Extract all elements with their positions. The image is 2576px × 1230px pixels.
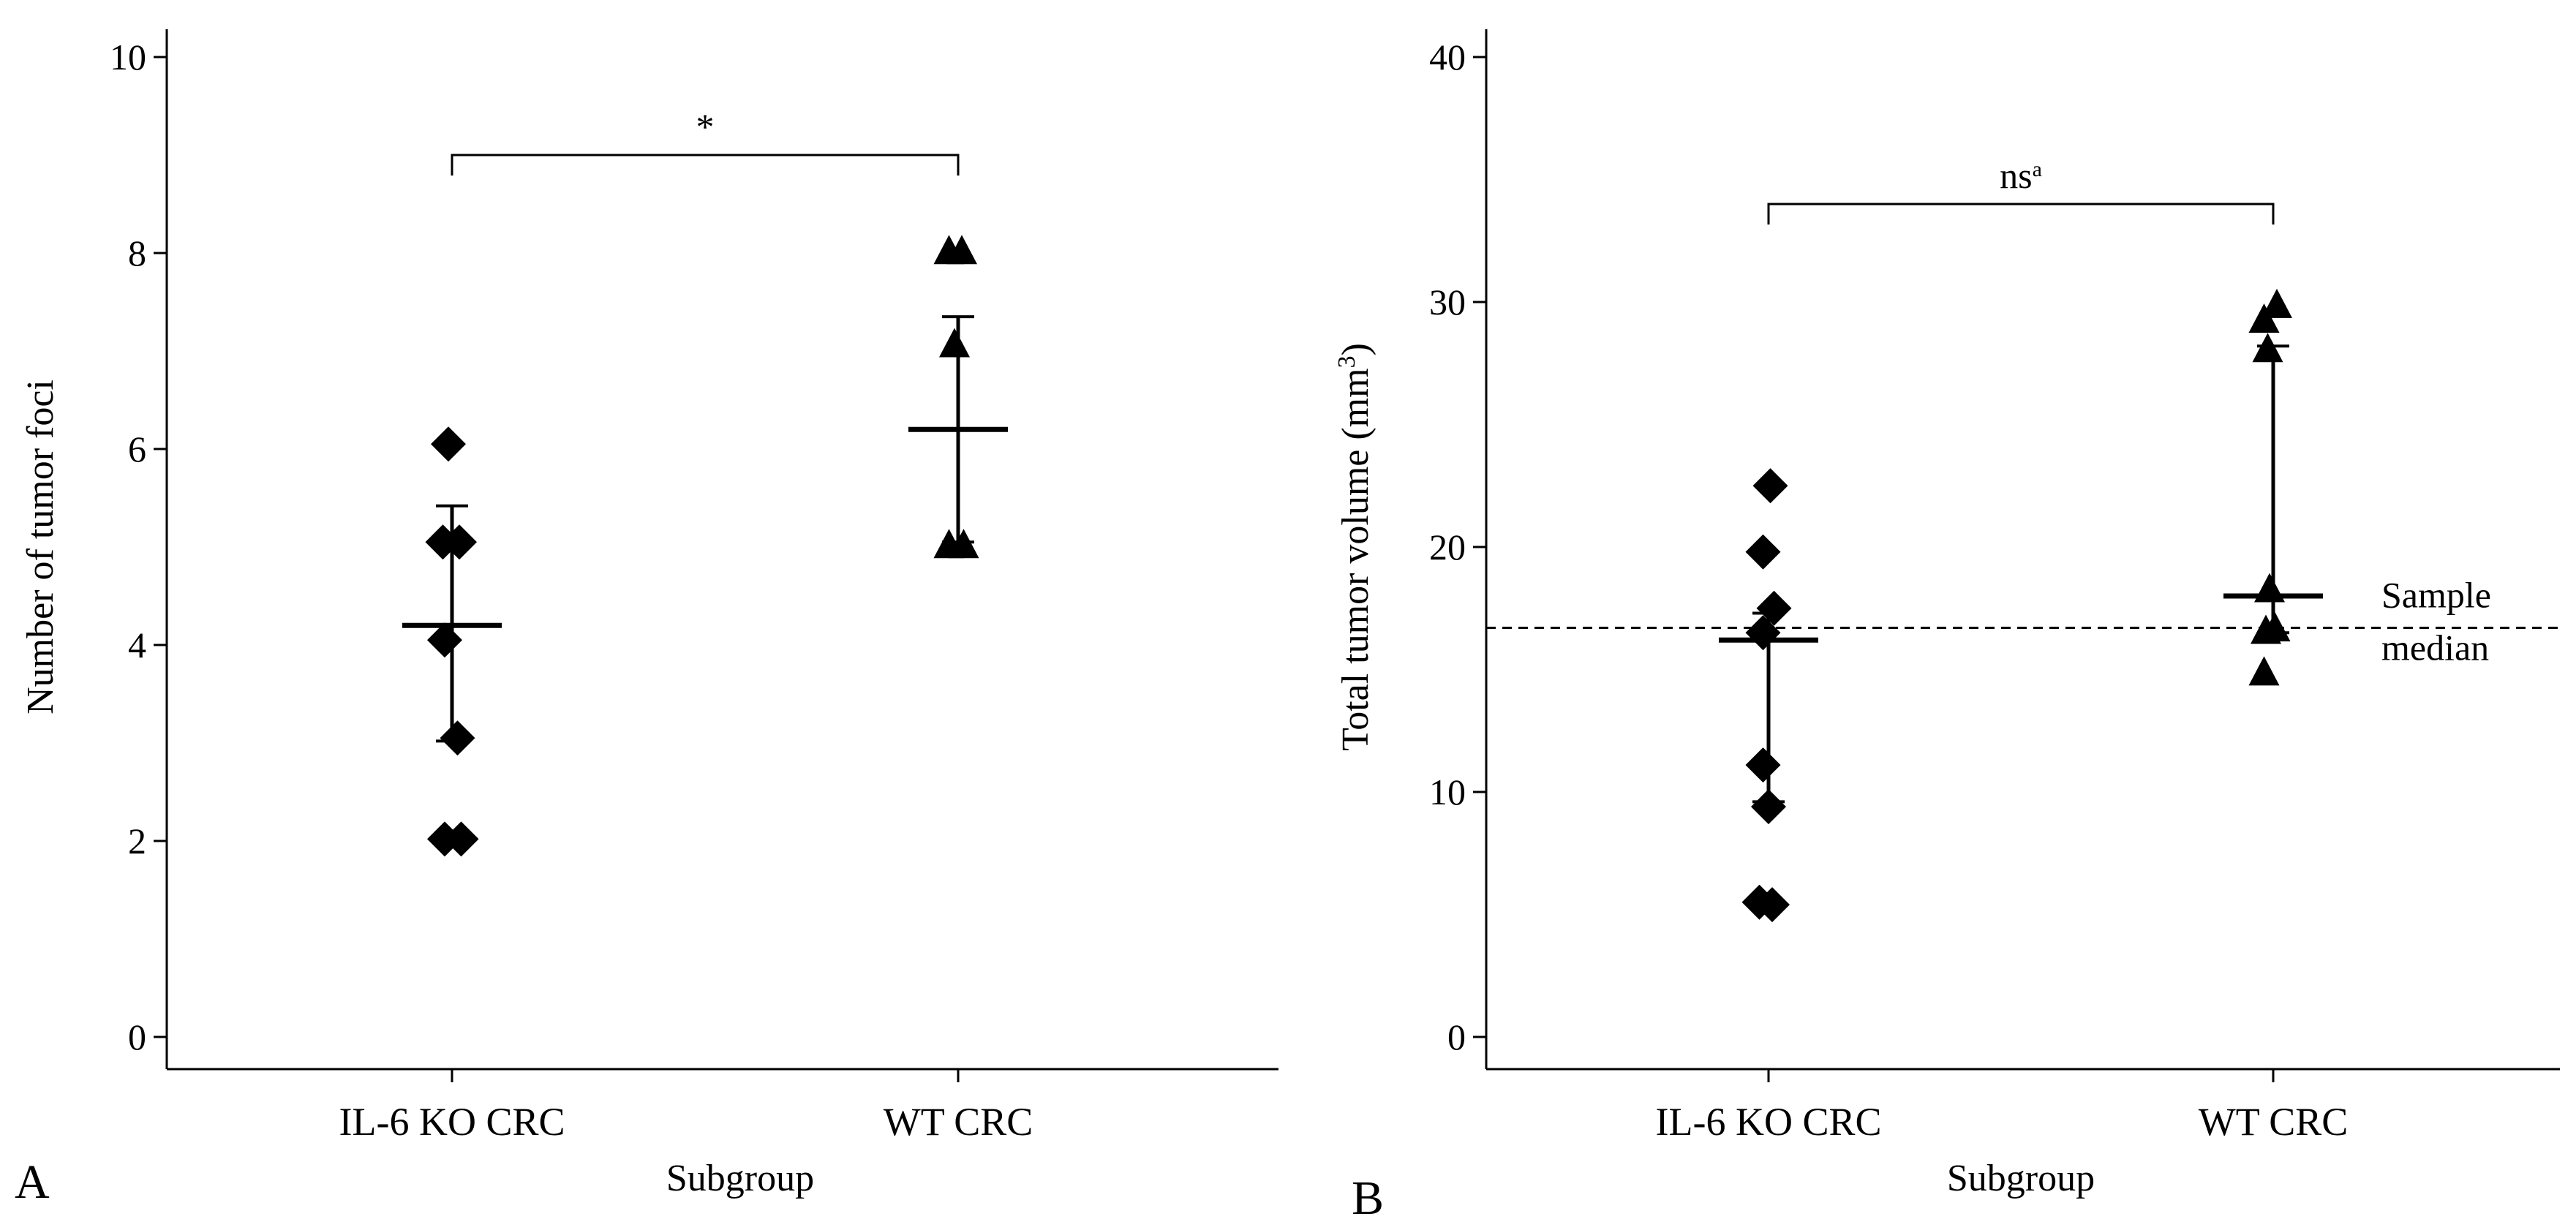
significance-bracket <box>1767 203 2275 225</box>
data-point-triangle <box>946 235 977 265</box>
y-tick-label: 0 <box>1447 1016 1466 1057</box>
y-axis-title-superscript: 3 <box>1333 355 1360 368</box>
data-point-diamond <box>440 720 475 756</box>
y-tick-label: 4 <box>128 625 146 665</box>
y-tick-label: 20 <box>1429 527 1466 567</box>
significance-superscript: a <box>2033 157 2042 181</box>
x-axis-title: Subgroup <box>1947 1158 2095 1199</box>
significance-text: ns <box>2000 155 2032 196</box>
data-point-diamond <box>442 524 477 560</box>
x-tick-label: IL-6 KO CRC <box>1656 1100 1882 1144</box>
significance-text: * <box>696 106 715 147</box>
data-point-triangle <box>2248 656 2280 686</box>
panel-a: 0 2 4 6 8 10 IL-6 KO CRC WT CRC Subgroup A Number … <box>15 29 1278 1209</box>
data-point-diamond <box>1745 747 1781 783</box>
x-tick-label: IL-6 KO CRC <box>339 1100 565 1144</box>
y-tick-label: 6 <box>128 429 146 469</box>
data-point-triangle <box>2261 288 2292 318</box>
data-point-diamond <box>1752 468 1788 504</box>
data-point-triangle <box>2248 303 2280 333</box>
y-tick-label: 40 <box>1429 37 1466 78</box>
panel-label: B <box>1352 1171 1384 1225</box>
significance-label: * <box>696 106 715 147</box>
data-point-diamond <box>427 622 462 658</box>
data-point-diamond <box>1745 534 1781 570</box>
significance-bracket <box>451 154 960 176</box>
data-point-diamond <box>1751 789 1786 825</box>
x-axis-title: Subgroup <box>666 1158 814 1199</box>
y-tick-label: 0 <box>128 1016 146 1057</box>
panel-label: A <box>15 1155 50 1209</box>
data-point-triangle <box>939 328 970 358</box>
data-point-triangle <box>2259 612 2291 642</box>
data-point-diamond <box>1756 590 1792 626</box>
y-axis-title: Number of tumor foci <box>20 380 61 714</box>
y-axis-title-main: Total tumor volume (mm <box>1335 368 1376 751</box>
panel-b: 0 10 20 30 40 IL-6 KO CRC WT CRC Subgroup B Total… <box>1333 29 2560 1225</box>
data-point-diamond <box>431 426 466 462</box>
y-axis-title-end: ) <box>1335 343 1376 355</box>
x-tick-label: WT CRC <box>884 1100 1033 1144</box>
x-tick-label: WT CRC <box>2199 1100 2349 1144</box>
y-tick-label: 8 <box>128 233 146 273</box>
y-axis-title: Total tumor volume (mm3) <box>1333 343 1377 751</box>
data-point-diamond <box>1745 615 1781 651</box>
y-tick-label: 10 <box>1429 771 1466 812</box>
data-point-triangle <box>2254 573 2285 603</box>
data-point-diamond <box>1755 887 1790 923</box>
data-point-diamond <box>443 821 479 857</box>
y-tick-label: 2 <box>128 820 146 861</box>
sample-median-label-line1: Sample <box>2381 575 2491 616</box>
data-point-triangle <box>2252 333 2283 363</box>
y-tick-label: 30 <box>1429 282 1466 322</box>
data-point-triangle <box>948 529 979 559</box>
significance-label: nsa <box>2000 155 2042 196</box>
y-tick-label: 10 <box>110 37 146 78</box>
sample-median-label-line2: median <box>2381 627 2489 668</box>
